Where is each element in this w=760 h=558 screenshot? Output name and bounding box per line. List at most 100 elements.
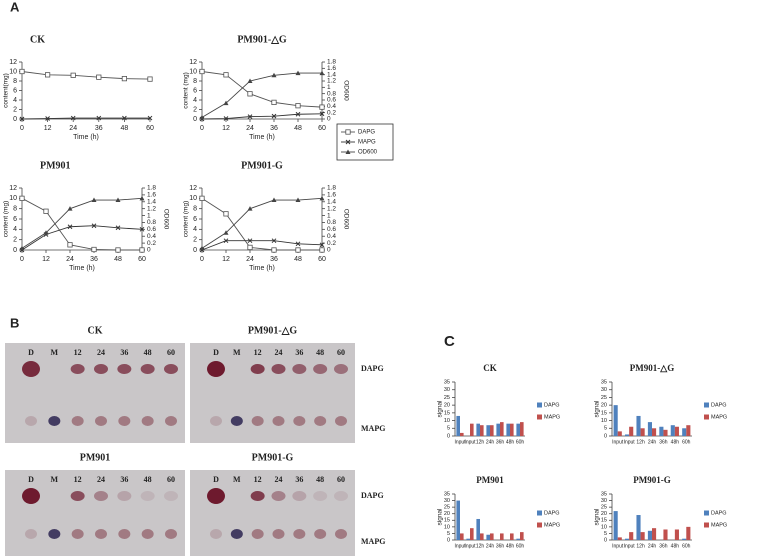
lane-label: 48 <box>144 475 152 484</box>
bar <box>480 533 484 540</box>
y-tick-label: 1.8 <box>327 59 336 66</box>
x-tick-label: Input <box>464 543 476 549</box>
y-tick-label: 0 <box>193 247 197 254</box>
y-tick-label: 10 <box>444 418 450 424</box>
lane-label: 24 <box>275 348 283 357</box>
marker <box>147 115 153 121</box>
y-tick-label: 5 <box>604 426 607 432</box>
lane-label: 48 <box>144 348 152 357</box>
spot <box>94 491 108 501</box>
y-tick-label: 35 <box>444 491 450 497</box>
y-tick-label: 6 <box>13 87 17 94</box>
y-tick-label: 8 <box>13 78 17 85</box>
marker <box>199 68 205 75</box>
spot <box>117 491 132 501</box>
chart-title: PM901 <box>476 475 504 485</box>
spot <box>334 364 348 374</box>
marker <box>199 114 205 120</box>
x-tick-label: Input <box>624 439 636 445</box>
marker <box>91 223 97 229</box>
y-tick-label: 1 <box>327 84 331 91</box>
y-tick-label: 5 <box>604 531 607 537</box>
chart-title: CK <box>483 363 497 373</box>
marker <box>271 197 277 203</box>
legend-label: DAPG <box>544 510 560 516</box>
x-tick-label: Input <box>454 543 466 549</box>
spot <box>25 529 37 539</box>
y-tick-label: 1.2 <box>327 78 336 85</box>
x-tick-label: 12 <box>42 256 50 263</box>
band-label: DAPG <box>361 491 384 500</box>
spot <box>70 364 85 374</box>
chart-title: PM901-G <box>633 475 671 485</box>
lane-label: D <box>213 475 219 484</box>
marker <box>295 247 301 253</box>
y-axis-title: content (mg) <box>3 201 10 238</box>
x-tick-label: 24 <box>246 125 254 132</box>
y-axis-title: content(mg) <box>3 73 10 108</box>
spot <box>230 416 243 426</box>
panel-label: C <box>444 333 455 350</box>
x-tick-label: 12 <box>222 256 230 263</box>
y-tick-label: 4 <box>193 97 197 104</box>
marker <box>319 104 325 110</box>
marker <box>70 115 76 121</box>
legend-label: MAPG <box>544 414 560 420</box>
y-tick-label: 1.8 <box>327 185 336 192</box>
marker <box>45 72 51 78</box>
spot <box>313 491 328 501</box>
y-tick-label: 4 <box>13 97 17 104</box>
x-tick-label: 60h <box>516 439 525 445</box>
bar <box>629 426 634 436</box>
y-tick-label: 12 <box>9 185 17 192</box>
x-tick-label: 36 <box>90 256 98 263</box>
x-tick-label: 48 <box>294 125 302 132</box>
y-tick-label: 0 <box>193 116 197 123</box>
x-tick-label: 24h <box>648 439 657 445</box>
tlc-plate <box>5 343 185 443</box>
marker <box>70 72 76 78</box>
x-tick-label: 36h <box>659 439 668 445</box>
marker <box>223 230 229 235</box>
y-tick-label: 20 <box>444 511 450 517</box>
marker <box>271 72 277 78</box>
marker <box>139 195 145 201</box>
marker <box>295 197 301 203</box>
tlc-plate <box>190 470 355 556</box>
y-tick-label: 10 <box>601 418 607 424</box>
marker <box>345 129 351 135</box>
chart-title: PM901-G <box>241 160 283 171</box>
x-tick-label: 36 <box>95 125 103 132</box>
series-line <box>21 197 142 251</box>
marker <box>223 100 229 106</box>
spot <box>141 416 154 426</box>
x-axis-title: Time (h) <box>73 134 99 141</box>
marker <box>139 226 145 232</box>
bar <box>470 528 474 540</box>
series-line <box>201 197 323 249</box>
spot <box>95 416 107 426</box>
y-tick-label: 0 <box>13 116 17 123</box>
spot <box>70 491 85 501</box>
lane-label: 48 <box>316 348 324 357</box>
spot <box>140 491 155 501</box>
spot <box>314 529 327 539</box>
lane-label: M <box>233 348 241 357</box>
x-tick-label: 0 <box>20 256 24 263</box>
spot <box>118 416 131 426</box>
bar <box>636 415 641 436</box>
bar <box>520 422 524 436</box>
bar <box>516 538 520 540</box>
spot <box>271 364 286 374</box>
x-tick-label: 36h <box>496 439 505 445</box>
y-tick-label: 1.4 <box>147 198 156 205</box>
x-tick-label: 48 <box>121 125 129 132</box>
x-tick-label: 48h <box>506 543 515 549</box>
y-tick-label: 35 <box>444 379 450 385</box>
bar <box>470 423 474 436</box>
bar <box>500 533 504 540</box>
y-tick-label: 35 <box>601 491 607 497</box>
bar <box>617 431 622 436</box>
marker <box>319 195 325 201</box>
marker <box>271 113 277 119</box>
